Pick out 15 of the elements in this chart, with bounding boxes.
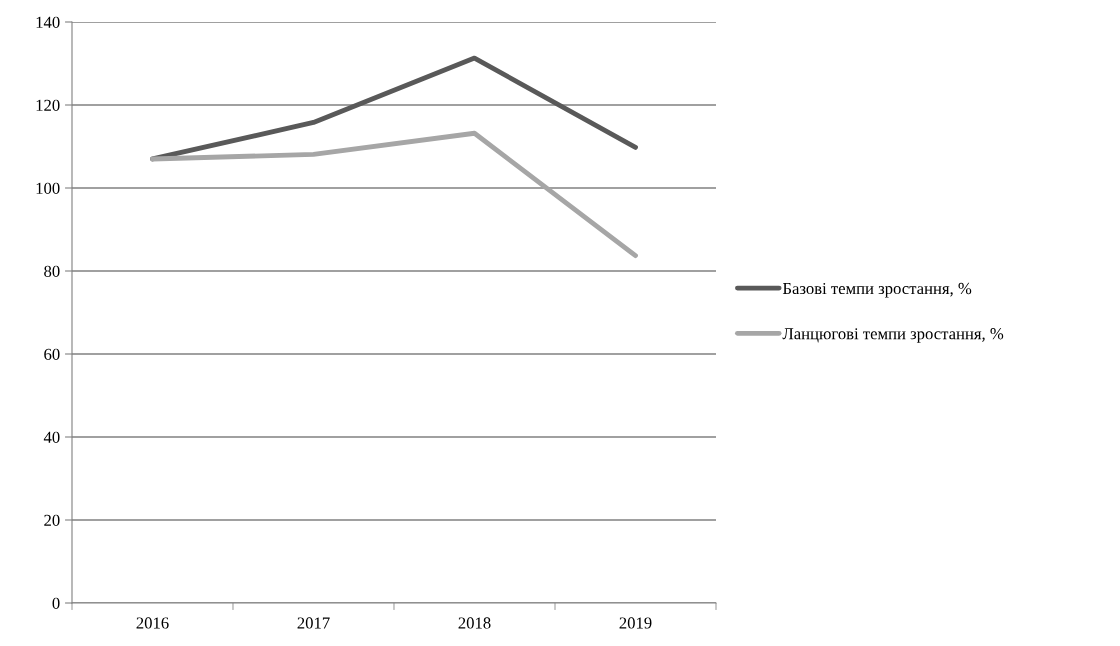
legend-label: Базові темпи зростання, % [782,282,972,298]
y-tick-label: 0 [52,597,60,609]
x-tick-label: 2018 [458,617,491,629]
x-tick-label: 2019 [619,617,652,629]
y-tick-label: 60 [44,348,60,360]
y-tick-label: 120 [36,99,60,111]
x-tick-label: 2016 [136,617,169,629]
y-tick-label: 20 [44,514,60,526]
y-tick-label: 100 [36,182,60,194]
line-series [150,130,638,259]
y-tick-label: 140 [36,16,60,28]
x-tick-label: 2017 [297,617,330,629]
y-tick-label: 80 [44,265,60,277]
y-tick-label: 40 [43,431,60,443]
legend-label: Ланцюгові темпи зростання, % [782,328,1004,343]
